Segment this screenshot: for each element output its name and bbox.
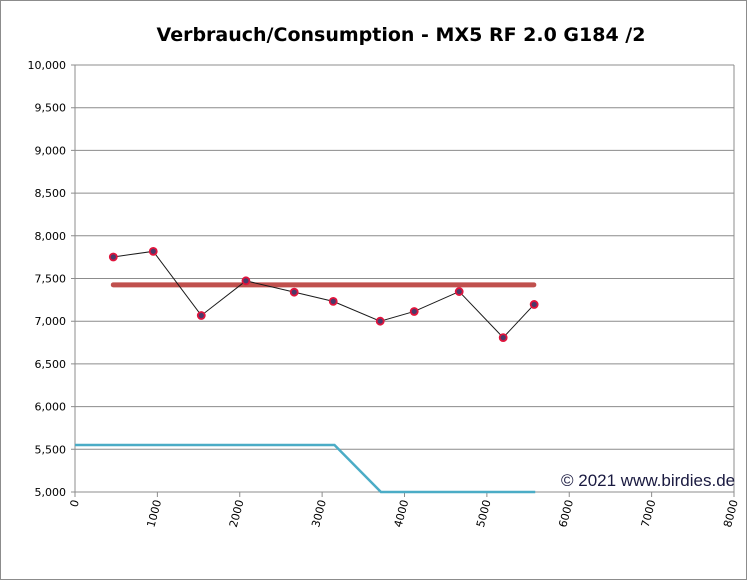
x-tick-label: 8000 [721, 498, 741, 528]
y-tick-label: 6,000 [35, 401, 67, 414]
data-point [529, 300, 539, 309]
y-tick-label: 8,000 [35, 230, 67, 243]
data-point [375, 316, 385, 326]
x-tick-label: 0 [68, 498, 82, 508]
data-point [328, 296, 338, 306]
y-tick-label: 9,500 [35, 102, 67, 115]
data-point [289, 287, 299, 297]
y-tick-label: 7,000 [35, 315, 67, 328]
chart-title: Verbrauch/Consumption - MX5 RF 2.0 G184 … [157, 24, 646, 46]
data-point [454, 287, 464, 296]
data-point [108, 252, 118, 262]
series-consumption-line [113, 250, 535, 339]
data-point [241, 276, 251, 286]
x-tick-label: 2000 [227, 498, 247, 528]
x-tick-label: 5000 [474, 498, 494, 528]
data-point [148, 246, 158, 256]
data-point [498, 333, 508, 342]
y-tick-label: 7,500 [35, 273, 67, 286]
x-tick-label: 3000 [309, 498, 329, 528]
data-point [196, 311, 206, 320]
x-tick-label: 6000 [556, 498, 576, 528]
copyright-annotation: © 2021 www.birdies.de [561, 471, 735, 490]
y-tick-label: 9,000 [35, 144, 67, 157]
data-point [409, 307, 419, 316]
y-tick-label: 5,500 [35, 443, 67, 456]
x-tick-label: 7000 [639, 498, 659, 528]
y-tick-label: 8,500 [35, 187, 67, 200]
x-tick-label: 4000 [392, 498, 412, 528]
x-tick-label: 1000 [144, 498, 164, 528]
y-tick-label: 5,000 [35, 486, 67, 499]
y-tick-label: 6,500 [35, 358, 67, 371]
y-tick-label: 10,000 [28, 59, 67, 72]
series-reference-line [75, 443, 536, 494]
